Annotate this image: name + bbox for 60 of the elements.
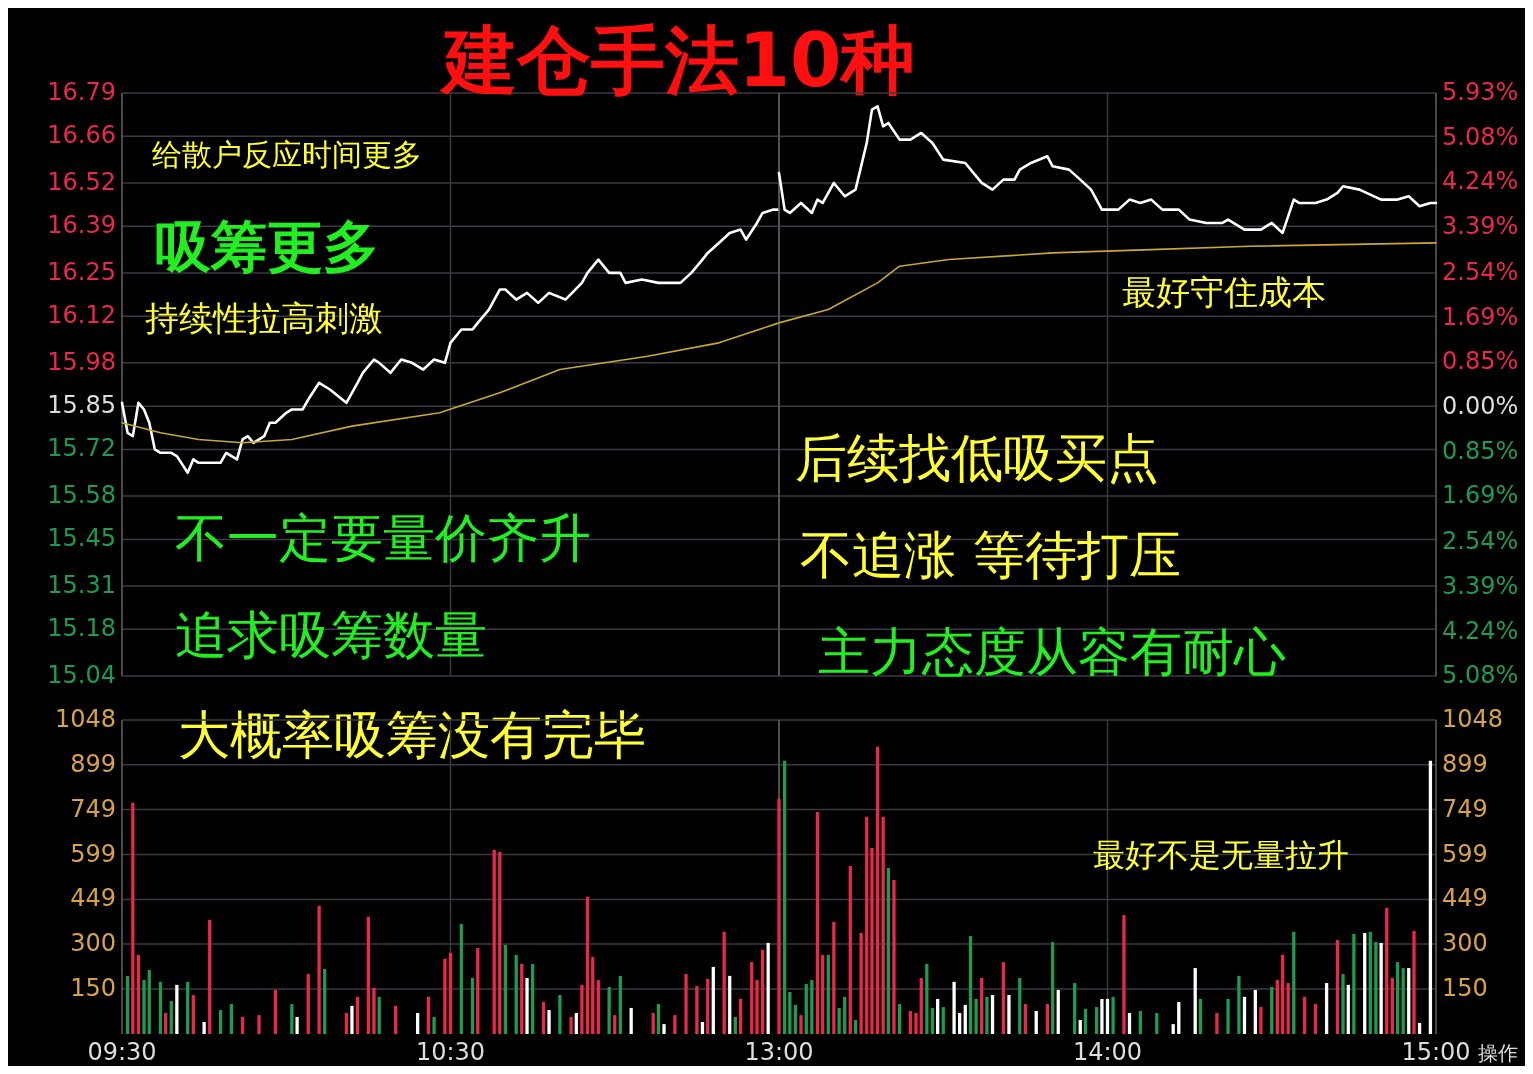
y-tick-label: 15.72 [47, 434, 116, 463]
y-tick-label: 15.18 [47, 614, 116, 643]
y-tick-label: 15.45 [47, 524, 116, 553]
y-tick-label: 15.85 [47, 391, 116, 420]
y-tick-label: 15.04 [47, 661, 116, 689]
text: 3.39% [1442, 212, 1519, 241]
y-tick-label: 899 [1442, 749, 1488, 778]
text: 5.08% [1442, 661, 1519, 689]
text: 1.69% [1442, 302, 1519, 331]
annotation: 吸筹更多 [155, 214, 379, 279]
y-tick-label: 300 [70, 929, 116, 958]
y-tick-label: 749 [1442, 794, 1488, 823]
text: 1.69% [1442, 481, 1519, 510]
annotation: 后续找低吸买点 [795, 428, 1159, 488]
text: 5.93% [1442, 78, 1519, 106]
y-tick-label: 899 [70, 749, 116, 778]
annotation: 大概率吸筹没有完毕 [178, 705, 646, 765]
y-tick-label: 749 [70, 794, 116, 823]
text: 5.08% [1442, 123, 1519, 152]
text: 操作 [1478, 1041, 1518, 1065]
annotation: 追求吸筹数量 [175, 605, 487, 665]
y-tick-label: 16.52 [47, 167, 116, 196]
y-tick-label: 16.79 [47, 78, 116, 106]
y-tick-label: 15.98 [47, 347, 116, 376]
chart-title: 建仓手法10种 [437, 17, 916, 103]
annotation: 给散户反应时间更多 [152, 137, 422, 172]
text: 0.00% [1442, 392, 1519, 420]
text: 2.54% [1442, 257, 1519, 286]
text: 4.24% [1442, 167, 1519, 196]
y-tick-label: 15.58 [47, 481, 116, 510]
x-tick-label: 14:00 [1072, 1038, 1143, 1066]
x-tick-label: 10:30 [415, 1038, 486, 1066]
annotation: 持续性拉高刺激 [145, 298, 383, 338]
y-tick-label: 599 [1442, 839, 1488, 868]
y-tick-label: 449 [70, 884, 116, 913]
y-tick-label: 599 [70, 839, 116, 868]
annotation: 最好不是无量拉升 [1093, 836, 1349, 874]
y-tick-label: 16.12 [47, 301, 116, 330]
y-tick-label: 16.66 [47, 121, 116, 150]
text: 4.24% [1442, 616, 1519, 645]
y-tick-label: 1048 [1442, 705, 1504, 733]
y-tick-label: 150 [70, 974, 116, 1003]
text: 0.85% [1442, 437, 1519, 466]
y-tick-label: 449 [1442, 884, 1488, 913]
annotation: 不一定要量价齐升 [175, 508, 591, 568]
y-tick-label: 15.31 [47, 571, 116, 600]
y-tick-label: 16.25 [47, 257, 116, 286]
x-tick-label: 13:00 [744, 1038, 814, 1066]
annotation: 主力态度从容有耐心 [818, 622, 1286, 682]
annotation: 不追涨 等待打压 [800, 525, 1181, 585]
text: 3.39% [1442, 571, 1519, 600]
x-tick-label: 15:00 [1401, 1038, 1471, 1066]
y-tick-label: 16.39 [47, 211, 116, 240]
annotation: 最好守住成本 [1122, 272, 1326, 312]
y-tick-label: 1048 [54, 705, 116, 733]
y-tick-label: 150 [1442, 974, 1488, 1003]
text: 2.54% [1442, 526, 1519, 555]
text: 0.85% [1442, 347, 1519, 375]
x-tick-label: 09:30 [87, 1038, 157, 1066]
y-tick-label: 300 [1442, 929, 1488, 958]
